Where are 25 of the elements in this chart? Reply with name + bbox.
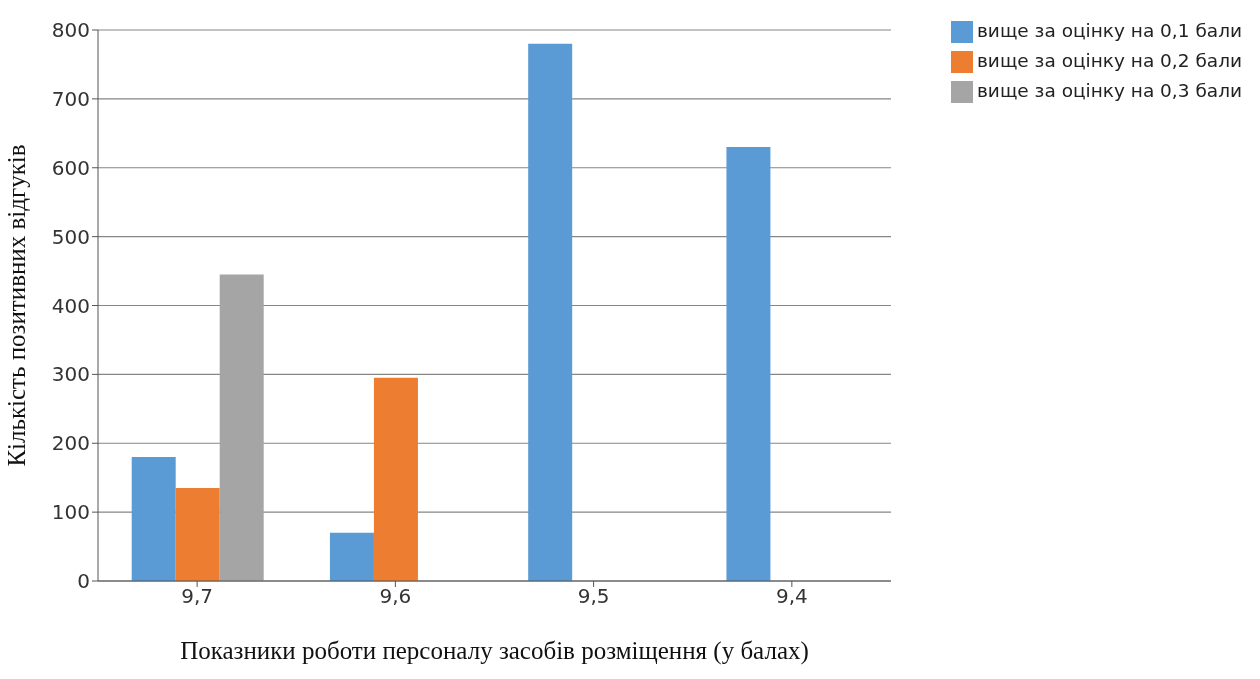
bar: [726, 147, 771, 581]
bar: [528, 43, 573, 581]
bar: [131, 457, 176, 581]
y-axis-title: Кількість позитивних відгуків: [2, 144, 30, 467]
y-tick-label: 300: [51, 362, 90, 387]
bar: [175, 488, 220, 581]
legend-label: вище за оцінку на 0,2 бали: [976, 50, 1242, 71]
bar: [219, 274, 264, 581]
bar: [373, 377, 418, 581]
legend-label: вище за оцінку на 0,3 бали: [976, 80, 1242, 101]
y-tick-label: 800: [51, 18, 90, 43]
x-tick-label: 9,6: [379, 584, 412, 609]
x-tick-label: 9,4: [775, 584, 808, 609]
y-tick-label: 0: [77, 569, 90, 594]
y-tick-label: 500: [51, 224, 90, 249]
y-tick-label: 600: [51, 155, 90, 180]
y-tick-label: 100: [51, 500, 90, 525]
x-tick-label: 9,5: [577, 584, 610, 609]
x-axis-title: Показники роботи персоналу засобів розміщення (у балах): [180, 637, 809, 665]
y-tick-label: 700: [51, 86, 90, 111]
x-tick-label: 9,7: [181, 584, 214, 609]
bar: [329, 532, 374, 581]
legend-label: вище за оцінку на 0,1 бали: [976, 20, 1242, 41]
y-tick-label: 400: [51, 293, 90, 318]
y-tick-label: 200: [51, 431, 90, 456]
